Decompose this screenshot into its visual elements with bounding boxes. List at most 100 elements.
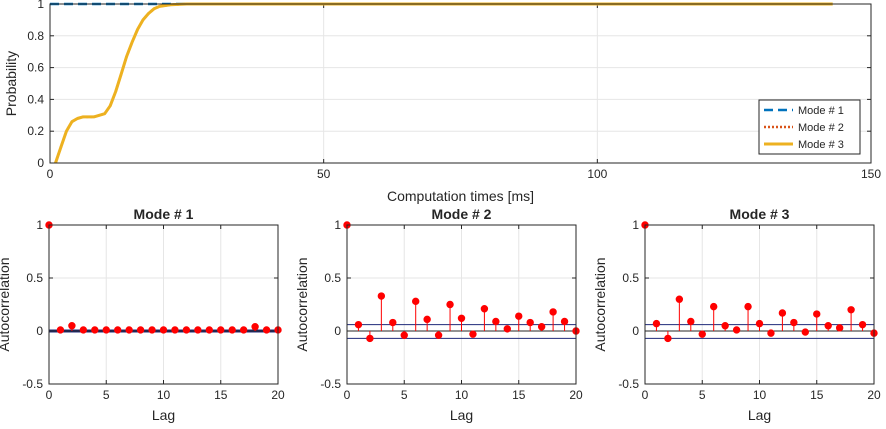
stem-marker-lag-1	[354, 320, 363, 329]
y-tick-label: 1	[632, 218, 639, 232]
stem-marker-lag-10	[755, 319, 764, 328]
stem-marker-lag-19	[262, 326, 271, 334]
stem-marker-lag-16	[526, 318, 534, 327]
x-tick-label: 150	[861, 167, 881, 181]
y-tick-label: 0	[36, 324, 43, 338]
stem-marker-lag-19	[858, 320, 867, 329]
legend: Mode # 1 Mode # 2 Mode # 3	[758, 99, 861, 155]
stem-marker-lag-18	[251, 323, 259, 331]
legend-label-mode-3: Mode # 3	[798, 139, 844, 151]
stem-marker-lag-11	[171, 326, 179, 334]
stem-marker-lag-5	[400, 331, 408, 339]
legend-label-mode-2: Mode # 2	[798, 122, 844, 134]
stem-marker-lag-2	[366, 334, 374, 343]
autocorrelation-chart-mode-3: 0 5 10 15 20-0.500.51LagAutocorrelationMode …	[592, 206, 881, 423]
stem-marker-lag-10	[159, 326, 168, 334]
stem-marker-lag-1	[652, 319, 661, 328]
stem-marker-lag-4	[91, 326, 99, 334]
y-tick-label: 1	[334, 218, 341, 232]
autocorrelation-chart-mode-1: 0 5 10 15 20-0.500.51LagAutocorrelationMode …	[0, 206, 285, 423]
stem-marker-lag-4	[389, 318, 397, 327]
stem-marker-lag-3	[79, 326, 88, 334]
stem-marker-lag-5	[698, 330, 706, 338]
stem-marker-lag-14	[205, 326, 214, 334]
x-tick-label: 0	[642, 388, 649, 402]
stem-marker-lag-1	[56, 326, 65, 334]
stem-marker-lag-7	[125, 326, 133, 334]
x-axis-label: Lag	[748, 407, 771, 423]
chart-title: Mode # 1	[134, 206, 194, 222]
x-tick-label: 15	[810, 388, 824, 402]
y-tick-label: -0.5	[320, 377, 341, 391]
stem-marker-lag-9	[446, 300, 454, 309]
x-tick-label: 15	[214, 388, 228, 402]
stem-marker-lag-12	[480, 305, 489, 313]
x-tick-label: 0	[47, 167, 54, 181]
x-tick-label: 20	[271, 388, 285, 402]
stem-marker-lag-19	[560, 317, 569, 326]
y-tick-label: 1	[36, 218, 43, 232]
stem-marker-lag-10	[457, 314, 466, 322]
stem-marker-lag-15	[515, 312, 523, 320]
x-tick-label: 10	[455, 388, 469, 402]
stem-marker-lag-2	[68, 322, 76, 330]
stem-marker-lag-12	[182, 326, 191, 334]
stem-marker-lag-7	[423, 315, 431, 324]
y-tick-label: 0	[632, 324, 639, 338]
x-tick-label: 5	[103, 388, 110, 402]
stem-marker-lag-13	[790, 318, 798, 327]
stem-marker-lag-2	[664, 334, 672, 343]
axes-box	[346, 224, 577, 385]
stem-marker-lag-4	[687, 317, 695, 326]
legend-label-mode-1: Mode # 1	[798, 105, 844, 117]
y-tick-label: 0.6	[27, 61, 44, 75]
y-tick-label: 0.8	[27, 29, 44, 43]
plot-area	[50, 4, 871, 163]
stem-marker-lag-6	[412, 297, 420, 306]
stem-marker-lag-7	[721, 322, 729, 330]
y-tick-label: 0.2	[27, 124, 44, 138]
stem-marker-lag-9	[744, 302, 752, 311]
stem-marker-lag-17	[239, 326, 248, 334]
y-tick-label: 0.5	[622, 271, 639, 285]
stem-marker-lag-17	[835, 324, 844, 332]
stem-marker-lag-8	[732, 326, 741, 334]
x-tick-label: 10	[157, 388, 171, 402]
x-axis-label: Lag	[152, 407, 175, 423]
y-axis-label: Autocorrelation	[0, 257, 12, 351]
x-tick-label: 15	[512, 388, 526, 402]
chart-title: Mode # 2	[432, 206, 492, 222]
stem-marker-lag-8	[136, 326, 145, 334]
y-tick-label: 0.5	[26, 271, 43, 285]
axes-box	[48, 224, 279, 385]
y-tick-label: 0	[37, 156, 44, 170]
x-tick-label: 0	[46, 388, 53, 402]
stem-marker-lag-6	[114, 326, 122, 334]
x-tick-label: 50	[317, 167, 331, 181]
axes-box	[49, 3, 872, 164]
y-tick-label: 0	[334, 324, 341, 338]
stem-marker-lag-16	[824, 322, 832, 330]
autocorrelation-chart-mode-2: 0 5 10 15 20-0.500.51LagAutocorrelationMode …	[294, 206, 583, 423]
stem-marker-lag-18	[847, 306, 855, 314]
stem-marker-lag-16	[228, 326, 236, 334]
x-tick-label: 100	[587, 167, 607, 181]
y-axis-label: Probability	[3, 51, 19, 116]
stem-marker-lag-3	[377, 292, 386, 300]
stem-marker-lag-11	[767, 329, 775, 337]
stem-marker-lag-3	[675, 295, 684, 303]
x-axis-label: Computation times [ms]	[387, 188, 534, 204]
stem-marker-lag-12	[778, 309, 787, 317]
stem-marker-lag-14	[801, 328, 809, 336]
axes-box	[644, 224, 875, 385]
stem-marker-lag-17	[537, 323, 546, 331]
x-tick-label: 0	[344, 388, 351, 402]
stem-marker-lag-8	[434, 331, 443, 339]
y-tick-label: -0.5	[22, 377, 43, 391]
stem-marker-lag-18	[549, 308, 557, 316]
y-tick-label: 1	[37, 0, 44, 11]
chart-title: Mode # 3	[730, 206, 790, 222]
cdf-chart: 0 50 100 150 0 0.2 0.4 0.6 0.8 1 Computation times…	[3, 0, 881, 204]
y-tick-label: 0.4	[27, 92, 44, 106]
